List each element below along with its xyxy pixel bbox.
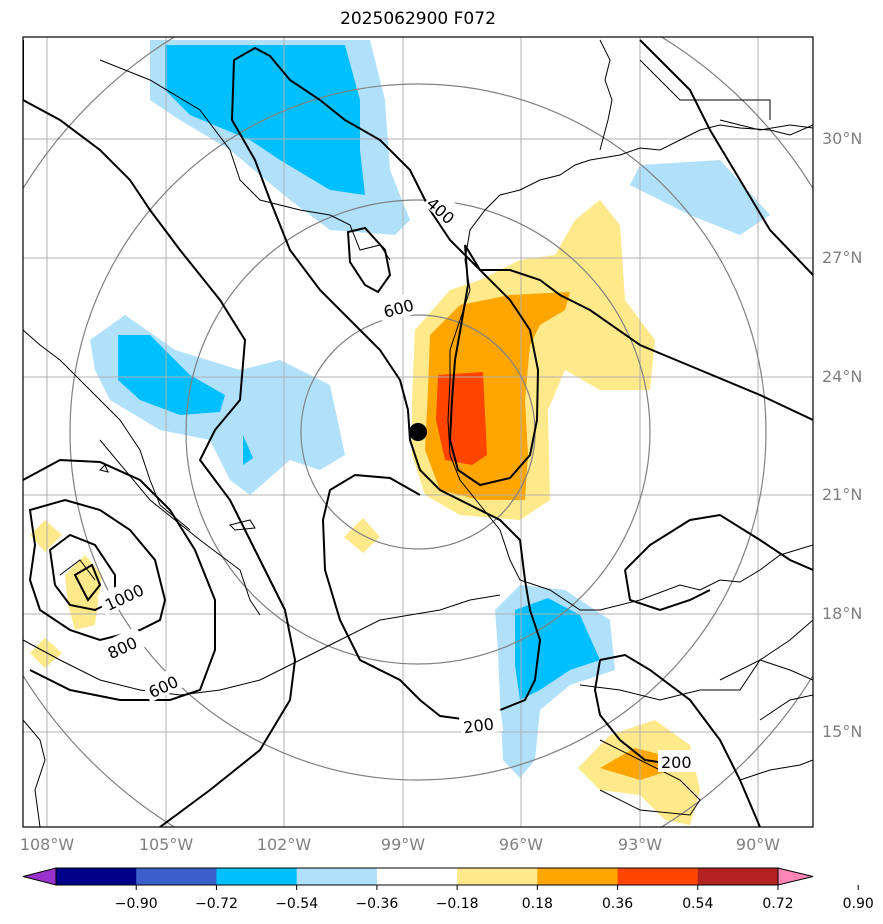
colorbar-tick-label: 0.90 xyxy=(843,896,874,912)
contour-label-200-east: 200 xyxy=(661,753,692,772)
lat-label-30n: 30°N xyxy=(822,129,862,148)
colorbar-segment xyxy=(136,868,217,885)
colorbar: −0.90 −0.72 −0.54 −0.36 −0.18 0.18 0.36 0.54 0.7… xyxy=(22,867,874,912)
lon-label-105w: 105°W xyxy=(139,835,194,854)
map-title: 2025062900 F072 xyxy=(340,9,496,29)
lat-label-18n: 18°N xyxy=(822,604,862,623)
storm-center-dot xyxy=(409,423,427,441)
map-panel: 400 600 1000 800 600 200 200 30°N 27°N 2… xyxy=(20,36,862,854)
lon-label-93w: 93°W xyxy=(618,835,662,854)
lat-label-15n: 15°N xyxy=(822,722,862,741)
colorbar-tick-label: 0.72 xyxy=(762,896,793,912)
lon-label-90w: 90°W xyxy=(736,835,780,854)
colorbar-segment xyxy=(296,868,378,885)
coastlines xyxy=(23,39,813,827)
colorbar-extend-low xyxy=(22,867,57,886)
colorbar-segment xyxy=(697,868,779,885)
colorbar-frame xyxy=(55,867,779,886)
colorbar-tick-label: 0.18 xyxy=(522,896,553,912)
colorbar-tick-label: −0.54 xyxy=(275,896,318,912)
colorbar-segment xyxy=(617,868,699,885)
colorbar-segment xyxy=(457,868,538,885)
lon-label-99w: 99°W xyxy=(381,835,425,854)
latitude-labels: 30°N 27°N 24°N 21°N 18°N 15°N xyxy=(822,129,862,741)
colorbar-tick-label: 0.54 xyxy=(682,896,713,912)
anomaly-shading xyxy=(30,40,770,825)
lat-label-21n: 21°N xyxy=(822,485,862,504)
colorbar-tick-label: 0.36 xyxy=(602,896,633,912)
colorbar-extend-high xyxy=(777,867,814,886)
colorbar-tick-label: −0.90 xyxy=(115,896,158,912)
colorbar-tick-label: −0.72 xyxy=(195,896,238,912)
colorbar-segment xyxy=(56,868,137,885)
lat-label-24n: 24°N xyxy=(822,367,862,386)
lon-label-108w: 108°W xyxy=(20,835,75,854)
colorbar-tick-label: −0.18 xyxy=(436,896,479,912)
lat-label-27n: 27°N xyxy=(822,248,862,267)
colorbar-segment xyxy=(376,868,458,885)
longitude-labels: 108°W 105°W 102°W 99°W 96°W 93°W 90°W xyxy=(20,835,780,854)
lon-label-102w: 102°W xyxy=(257,835,312,854)
contour-label-200-south: 200 xyxy=(462,714,495,737)
lon-label-96w: 96°W xyxy=(499,835,543,854)
colorbar-segment xyxy=(216,868,298,885)
height-contours xyxy=(23,39,813,827)
colorbar-segment xyxy=(537,868,619,885)
colorbar-tick-label: −0.36 xyxy=(355,896,398,912)
